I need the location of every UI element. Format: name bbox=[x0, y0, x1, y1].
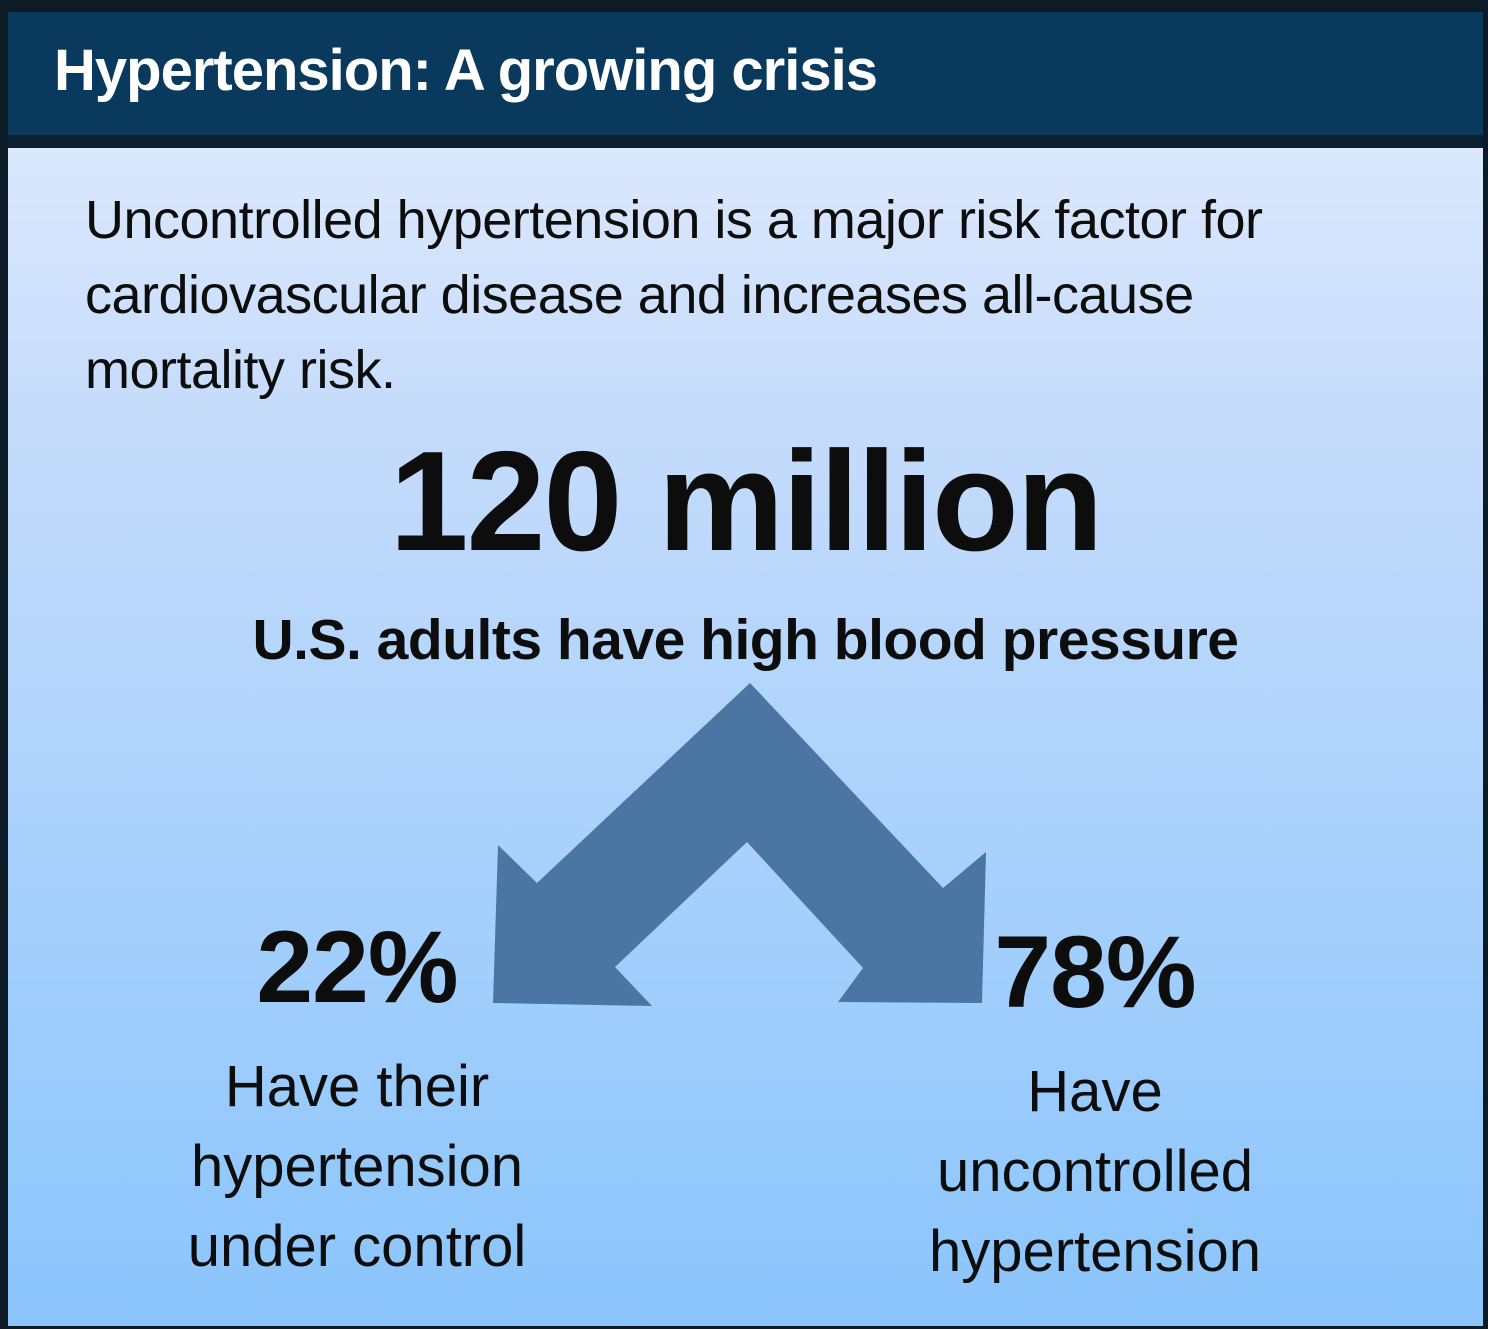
uncontrolled-stat-block: 78% Have uncontrolled hypertension bbox=[880, 916, 1310, 1292]
headline-stat-label: U.S. adults have high blood pressure bbox=[252, 608, 1239, 672]
controlled-caption: Have their hypertension under control bbox=[187, 1054, 527, 1280]
uncontrolled-percent: 78% bbox=[994, 915, 1196, 1029]
headline-stat-value: 120 million bbox=[389, 422, 1104, 581]
controlled-stat-block: 22% Have their hypertension under contro… bbox=[142, 911, 572, 1287]
title-bar: Hypertension: A growing crisis bbox=[8, 12, 1483, 148]
uncontrolled-caption: Have uncontrolled hypertension bbox=[928, 1059, 1262, 1285]
infographic-body: Uncontrolled hypertension is a major ris… bbox=[8, 148, 1483, 1326]
intro-paragraph: Uncontrolled hypertension is a major ris… bbox=[85, 190, 1263, 400]
page-title: Hypertension: A growing crisis bbox=[54, 38, 878, 103]
controlled-percent: 22% bbox=[256, 910, 458, 1024]
